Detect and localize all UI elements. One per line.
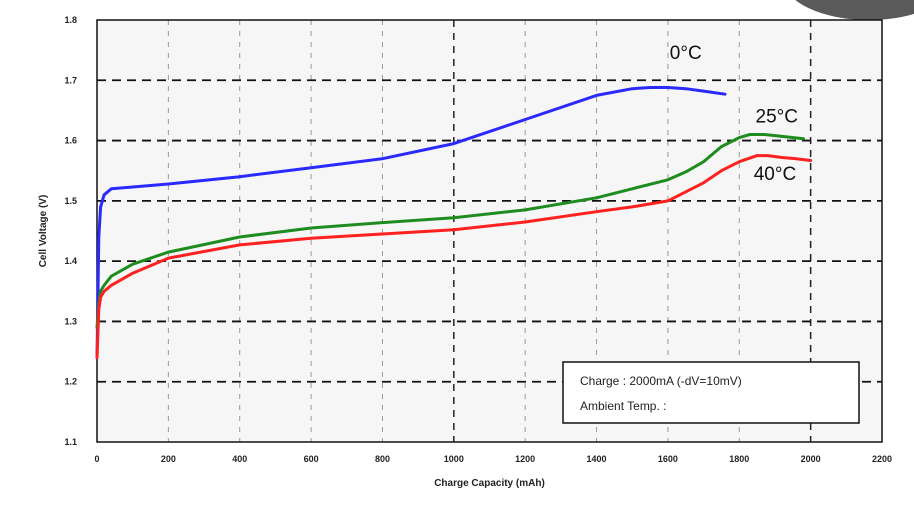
y-tick-label: 1.6 bbox=[64, 136, 77, 146]
series-label-40c: 40°C bbox=[754, 164, 796, 185]
x-tick-label: 1200 bbox=[515, 454, 535, 464]
annotation-line-2: Ambient Temp. : bbox=[580, 399, 666, 413]
x-tick-label: 2200 bbox=[872, 454, 892, 464]
x-tick-label: 800 bbox=[375, 454, 390, 464]
y-tick-label: 1.8 bbox=[64, 15, 77, 25]
series-label-25c: 25°C bbox=[756, 106, 798, 127]
y-tick-label: 1.3 bbox=[64, 316, 77, 326]
x-tick-label: 400 bbox=[232, 454, 247, 464]
x-tick-label: 0 bbox=[94, 454, 99, 464]
y-tick-label: 1.2 bbox=[64, 377, 77, 387]
series-line-25c bbox=[95, 133, 805, 329]
grid bbox=[97, 20, 882, 442]
x-tick-label: 200 bbox=[161, 454, 176, 464]
x-tick-label: 600 bbox=[304, 454, 319, 464]
x-tick-label: 1400 bbox=[587, 454, 607, 464]
series-line-40c bbox=[95, 154, 813, 360]
series-labels: 0°C 25°C 40°C bbox=[670, 43, 798, 185]
y-tick-label: 1.4 bbox=[64, 256, 77, 266]
series-lines bbox=[95, 86, 813, 360]
y-axis-title: Cell Voltage (V) bbox=[38, 195, 49, 268]
series-label-0c: 0°C bbox=[670, 43, 702, 64]
x-tick-label: 1800 bbox=[729, 454, 749, 464]
x-axis-title: Charge Capacity (mAh) bbox=[434, 478, 545, 489]
y-tick-label: 1.5 bbox=[64, 196, 77, 206]
x-tick-label: 1600 bbox=[658, 454, 678, 464]
plot-frame bbox=[96, 19, 883, 443]
annotation-frame bbox=[562, 361, 860, 424]
x-tick-label: 1000 bbox=[444, 454, 464, 464]
y-tick-label: 1.1 bbox=[64, 437, 77, 447]
y-tick-label: 1.7 bbox=[64, 75, 77, 85]
series-line-0c bbox=[95, 86, 727, 360]
annotation-line-1: Charge : 2000mA (-dV=10mV) bbox=[580, 374, 742, 388]
tick-labels: 0 200 400 600 800 1000 1200 1400 1600 1800 2000 220… bbox=[64, 15, 892, 464]
x-tick-label: 2000 bbox=[801, 454, 821, 464]
annotation-box: Charge : 2000mA (-dV=10mV) Ambient Temp.… bbox=[562, 361, 860, 424]
